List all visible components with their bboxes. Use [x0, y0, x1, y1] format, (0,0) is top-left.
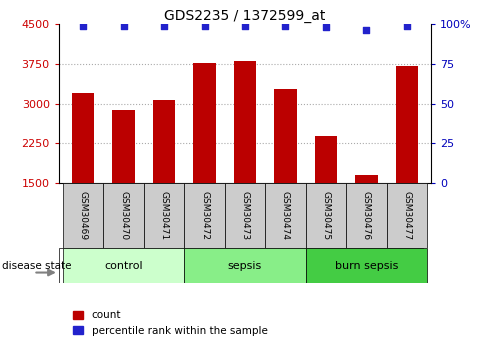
Point [79, 23, 87, 29]
Bar [184, 183, 225, 248]
Point [322, 24, 330, 30]
Title: GDS2235 / 1372599_at: GDS2235 / 1372599_at [164, 9, 326, 23]
Bar [274, 89, 296, 183]
Point [200, 23, 208, 29]
Text: disease state: disease state [2, 261, 72, 270]
Text: GSM30472: GSM30472 [200, 191, 209, 240]
Bar [306, 183, 346, 248]
Point [403, 23, 411, 29]
Legend: count, percentile rank within the sample: count, percentile rank within the sample [69, 306, 272, 340]
Text: GSM30474: GSM30474 [281, 191, 290, 240]
Bar [63, 183, 103, 248]
Bar [355, 175, 378, 183]
Bar [306, 248, 427, 283]
Text: GSM30469: GSM30469 [78, 191, 88, 240]
Bar [112, 110, 135, 183]
Bar [184, 248, 306, 283]
Bar [144, 183, 184, 248]
Text: GSM30471: GSM30471 [160, 191, 169, 240]
Point [120, 23, 127, 29]
Text: GSM30473: GSM30473 [241, 191, 249, 240]
Point [282, 23, 290, 29]
Bar [72, 93, 94, 183]
Bar [225, 183, 265, 248]
Bar [63, 248, 184, 283]
Text: burn sepsis: burn sepsis [335, 261, 398, 270]
Text: control: control [104, 261, 143, 270]
Text: GSM30477: GSM30477 [402, 191, 412, 240]
Text: GSM30470: GSM30470 [119, 191, 128, 240]
Bar [194, 63, 216, 183]
Bar [103, 183, 144, 248]
Bar [315, 136, 337, 183]
Bar [396, 67, 418, 183]
Bar [387, 183, 427, 248]
Text: sepsis: sepsis [228, 261, 262, 270]
Bar [265, 183, 306, 248]
Point [363, 28, 370, 33]
Point [160, 23, 168, 29]
Text: GSM30475: GSM30475 [321, 191, 330, 240]
Text: GSM30476: GSM30476 [362, 191, 371, 240]
Bar [346, 183, 387, 248]
Point [241, 23, 249, 29]
Bar [234, 61, 256, 183]
Bar [153, 100, 175, 183]
